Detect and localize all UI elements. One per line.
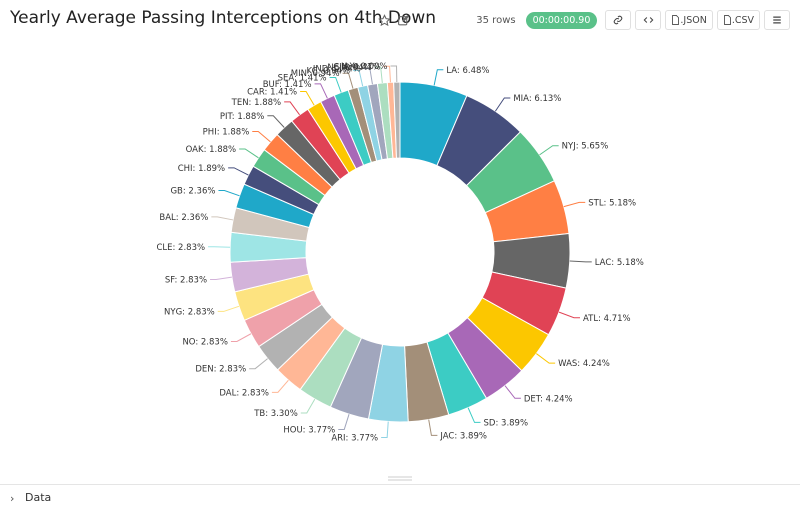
label-line-buf	[315, 84, 328, 98]
slice-label-lac: LAC: 5.18%	[595, 258, 644, 268]
label-line-la	[434, 70, 443, 86]
slice-label-tb: TB: 3.30%	[253, 409, 298, 419]
export-csv-label: .CSV	[732, 15, 754, 26]
label-line-tb	[301, 399, 315, 413]
label-line-den	[249, 359, 267, 369]
label-line-nyj	[540, 146, 559, 155]
label-line-jac	[429, 420, 438, 436]
slice-label-bal: BAL: 2.36%	[159, 213, 208, 223]
label-line-sf	[210, 277, 232, 279]
slice-label-det: DET: 4.24%	[524, 394, 573, 404]
slice-label-sd: SD: 3.89%	[484, 418, 529, 428]
label-line-sea	[330, 77, 342, 92]
label-line-ari	[381, 422, 388, 438]
slice-label-no: NO: 2.83%	[182, 337, 227, 347]
slice-label-jac: JAC: 3.89%	[439, 431, 487, 441]
slice-label-chi: CHI: 1.89%	[178, 164, 225, 174]
chart-header: Yearly Average Passing Interceptions on …	[0, 0, 800, 40]
data-panel-label: Data	[25, 491, 51, 504]
export-json-label: .JSON	[680, 15, 706, 26]
resize-handle[interactable]	[388, 476, 412, 481]
donut-chart: LA: 6.48% MIA: 6.13% NYJ: 5.65% STL: 5.18% L…	[0, 40, 800, 480]
chart-toolbar: 35 rows 00:00:00.90 .JSON .CSV	[470, 10, 790, 30]
more-menu-button[interactable]	[764, 10, 790, 30]
slice-label-phi: PHI: 1.88%	[203, 128, 250, 138]
slice-label-den: DEN: 2.83%	[195, 365, 246, 375]
label-line-chi	[228, 168, 248, 175]
export-json-button[interactable]: .JSON	[665, 10, 712, 30]
embed-code-button[interactable]	[635, 10, 661, 30]
slice-label-cle: CLE: 2.83%	[156, 243, 205, 253]
label-line-no	[231, 334, 251, 342]
label-line-phi	[252, 132, 270, 142]
label-line-bal	[211, 217, 233, 220]
slice-label-mia: MIA: 6.13%	[513, 94, 561, 104]
slice-label-ten: TEN: 1.88%	[231, 98, 282, 108]
pie-chart-area: LA: 6.48% MIA: 6.13% NYJ: 5.65% STL: 5.18% L…	[0, 40, 800, 480]
label-line-car	[300, 91, 314, 105]
label-line-was	[536, 354, 555, 364]
label-line-stl	[564, 202, 585, 206]
slice-label-oak: OAK: 1.88%	[186, 145, 237, 155]
slice-label-atl: ATL: 4.71%	[583, 314, 631, 324]
label-line-jax	[391, 66, 397, 82]
label-line-dal	[272, 380, 289, 392]
label-line-lac	[570, 261, 592, 262]
star-icon[interactable]	[378, 12, 391, 25]
slice-label-was: WAS: 4.24%	[558, 359, 610, 369]
chart-title: Yearly Average Passing Interceptions on …	[10, 8, 436, 28]
slice-label-pit: PIT: 1.88%	[220, 112, 264, 122]
slice-label-ari: ARI: 3.77%	[331, 434, 378, 444]
edit-icon[interactable]	[397, 12, 410, 25]
title-actions	[378, 12, 410, 25]
slice-label-jax: JAX: 0.00%	[340, 62, 388, 72]
slice-label-nyj: NYJ: 5.65%	[562, 142, 609, 152]
row-count: 35 rows	[470, 15, 521, 26]
chevron-right-icon: ›	[10, 492, 14, 505]
label-line-pit	[267, 116, 284, 128]
label-line-ten	[284, 102, 299, 115]
file-icon	[671, 15, 680, 25]
link-icon	[613, 15, 623, 25]
data-panel-toggle[interactable]: › Data	[0, 484, 800, 528]
label-line-gb	[218, 190, 239, 195]
slice-label-la: LA: 6.48%	[446, 66, 489, 76]
label-line-sd	[468, 408, 480, 423]
label-line-mia	[495, 98, 510, 111]
slice-label-dal: DAL: 2.83%	[219, 388, 269, 398]
label-line-nyg	[218, 306, 239, 311]
copy-link-button[interactable]	[605, 10, 631, 30]
menu-icon	[772, 15, 782, 25]
label-line-oak	[239, 149, 258, 158]
label-line-atl	[559, 312, 580, 318]
export-csv-button[interactable]: .CSV	[717, 10, 760, 30]
slice-label-stl: STL: 5.18%	[588, 198, 636, 208]
slice-label-hou: HOU: 3.77%	[283, 425, 335, 435]
label-line-hou	[338, 414, 349, 429]
label-line-det	[505, 386, 521, 399]
slice-label-sf: SF: 2.83%	[165, 276, 207, 286]
slice-label-gb: GB: 2.36%	[170, 186, 215, 196]
code-icon	[643, 15, 654, 25]
slice-label-nyg: NYG: 2.83%	[164, 307, 215, 317]
file-icon	[723, 15, 732, 25]
query-timer: 00:00:00.90	[526, 12, 598, 29]
